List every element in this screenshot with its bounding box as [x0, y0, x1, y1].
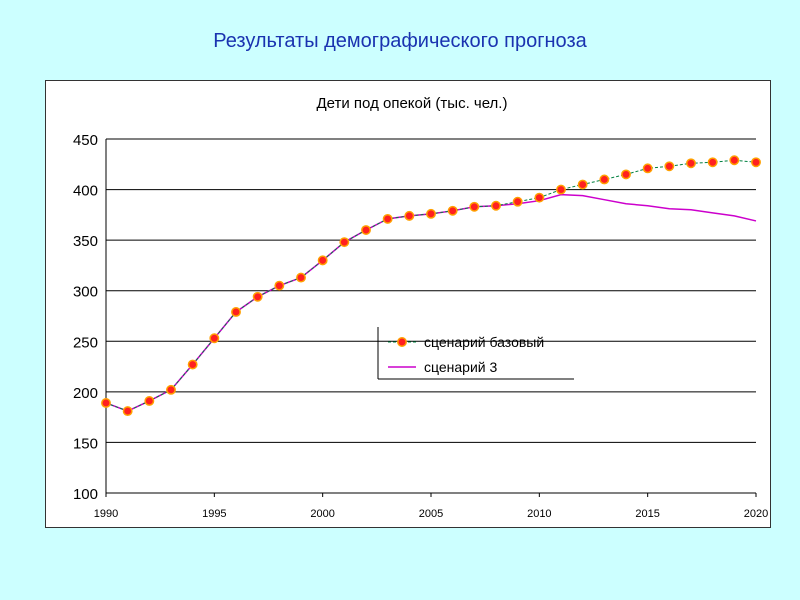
series-group — [101, 155, 761, 417]
y-tick-label: 450 — [73, 132, 98, 149]
data-point-base — [317, 255, 328, 266]
data-point-base — [447, 205, 458, 216]
y-tick-label: 150 — [73, 435, 98, 452]
data-point-base — [166, 384, 176, 395]
chart-title: Дети под опекой (тыс. чел.) — [317, 95, 508, 112]
data-point-base — [187, 359, 198, 370]
y-axis-ticks: 100 150 200 250 300 350 400 450 — [73, 132, 98, 503]
chart-area: Дети под опекой (тыс. чел.) 100 150 200 250… — [45, 80, 771, 528]
data-point-base — [144, 396, 155, 406]
x-tick-label: 1990 — [94, 508, 118, 520]
data-point-base — [556, 184, 566, 195]
data-point-base — [642, 163, 653, 174]
data-point-base — [491, 200, 501, 211]
data-point-base — [512, 196, 523, 207]
y-tick-label: 250 — [73, 334, 98, 351]
legend-label-scenario-3: сценарий 3 — [424, 359, 497, 375]
line-chart: Дети под опекой (тыс. чел.) 100 150 200 250… — [73, 95, 768, 520]
x-tick-label: 2005 — [419, 508, 443, 520]
data-point-base — [339, 237, 350, 248]
x-tick-label: 1995 — [202, 508, 226, 520]
data-point-base — [231, 307, 241, 317]
data-point-base — [599, 174, 610, 185]
y-tick-label: 300 — [73, 284, 98, 301]
data-point-base — [729, 155, 740, 166]
data-point-base — [361, 225, 371, 235]
x-tick-label: 2000 — [310, 508, 334, 520]
data-point-base — [274, 280, 285, 291]
x-tick-label: 2015 — [635, 508, 659, 520]
data-point-base — [426, 208, 436, 219]
data-point-base — [252, 291, 263, 302]
data-point-base — [382, 213, 393, 224]
gridlines — [105, 138, 756, 494]
y-tick-label: 100 — [73, 486, 98, 503]
x-tick-label: 2010 — [527, 508, 551, 520]
y-tick-label: 400 — [73, 183, 98, 200]
legend: сценарий базовый сценарий 3 — [377, 327, 574, 380]
data-point-base — [209, 333, 220, 344]
data-point-base — [707, 157, 718, 168]
data-point-base — [296, 272, 306, 283]
legend-label-base: сценарий базовый — [424, 334, 544, 350]
page-title: Результаты демографического прогноза — [213, 30, 587, 52]
data-point-base — [621, 169, 631, 180]
data-point-base — [577, 179, 588, 190]
x-tick-label: 2020 — [744, 508, 768, 520]
y-tick-label: 350 — [73, 233, 98, 250]
data-point-base — [122, 406, 133, 417]
data-point-base — [686, 158, 696, 169]
data-point-base — [664, 161, 675, 172]
x-axis-ticks: 1990 1995 2000 2005 2010 2015 2020 — [94, 493, 768, 520]
data-point-base — [751, 157, 761, 168]
data-point-base — [469, 201, 480, 212]
y-tick-label: 200 — [73, 385, 98, 402]
data-point-base — [101, 398, 111, 408]
data-point-base — [534, 192, 545, 203]
data-point-base — [404, 210, 415, 221]
legend-swatch-base-marker — [397, 337, 407, 347]
